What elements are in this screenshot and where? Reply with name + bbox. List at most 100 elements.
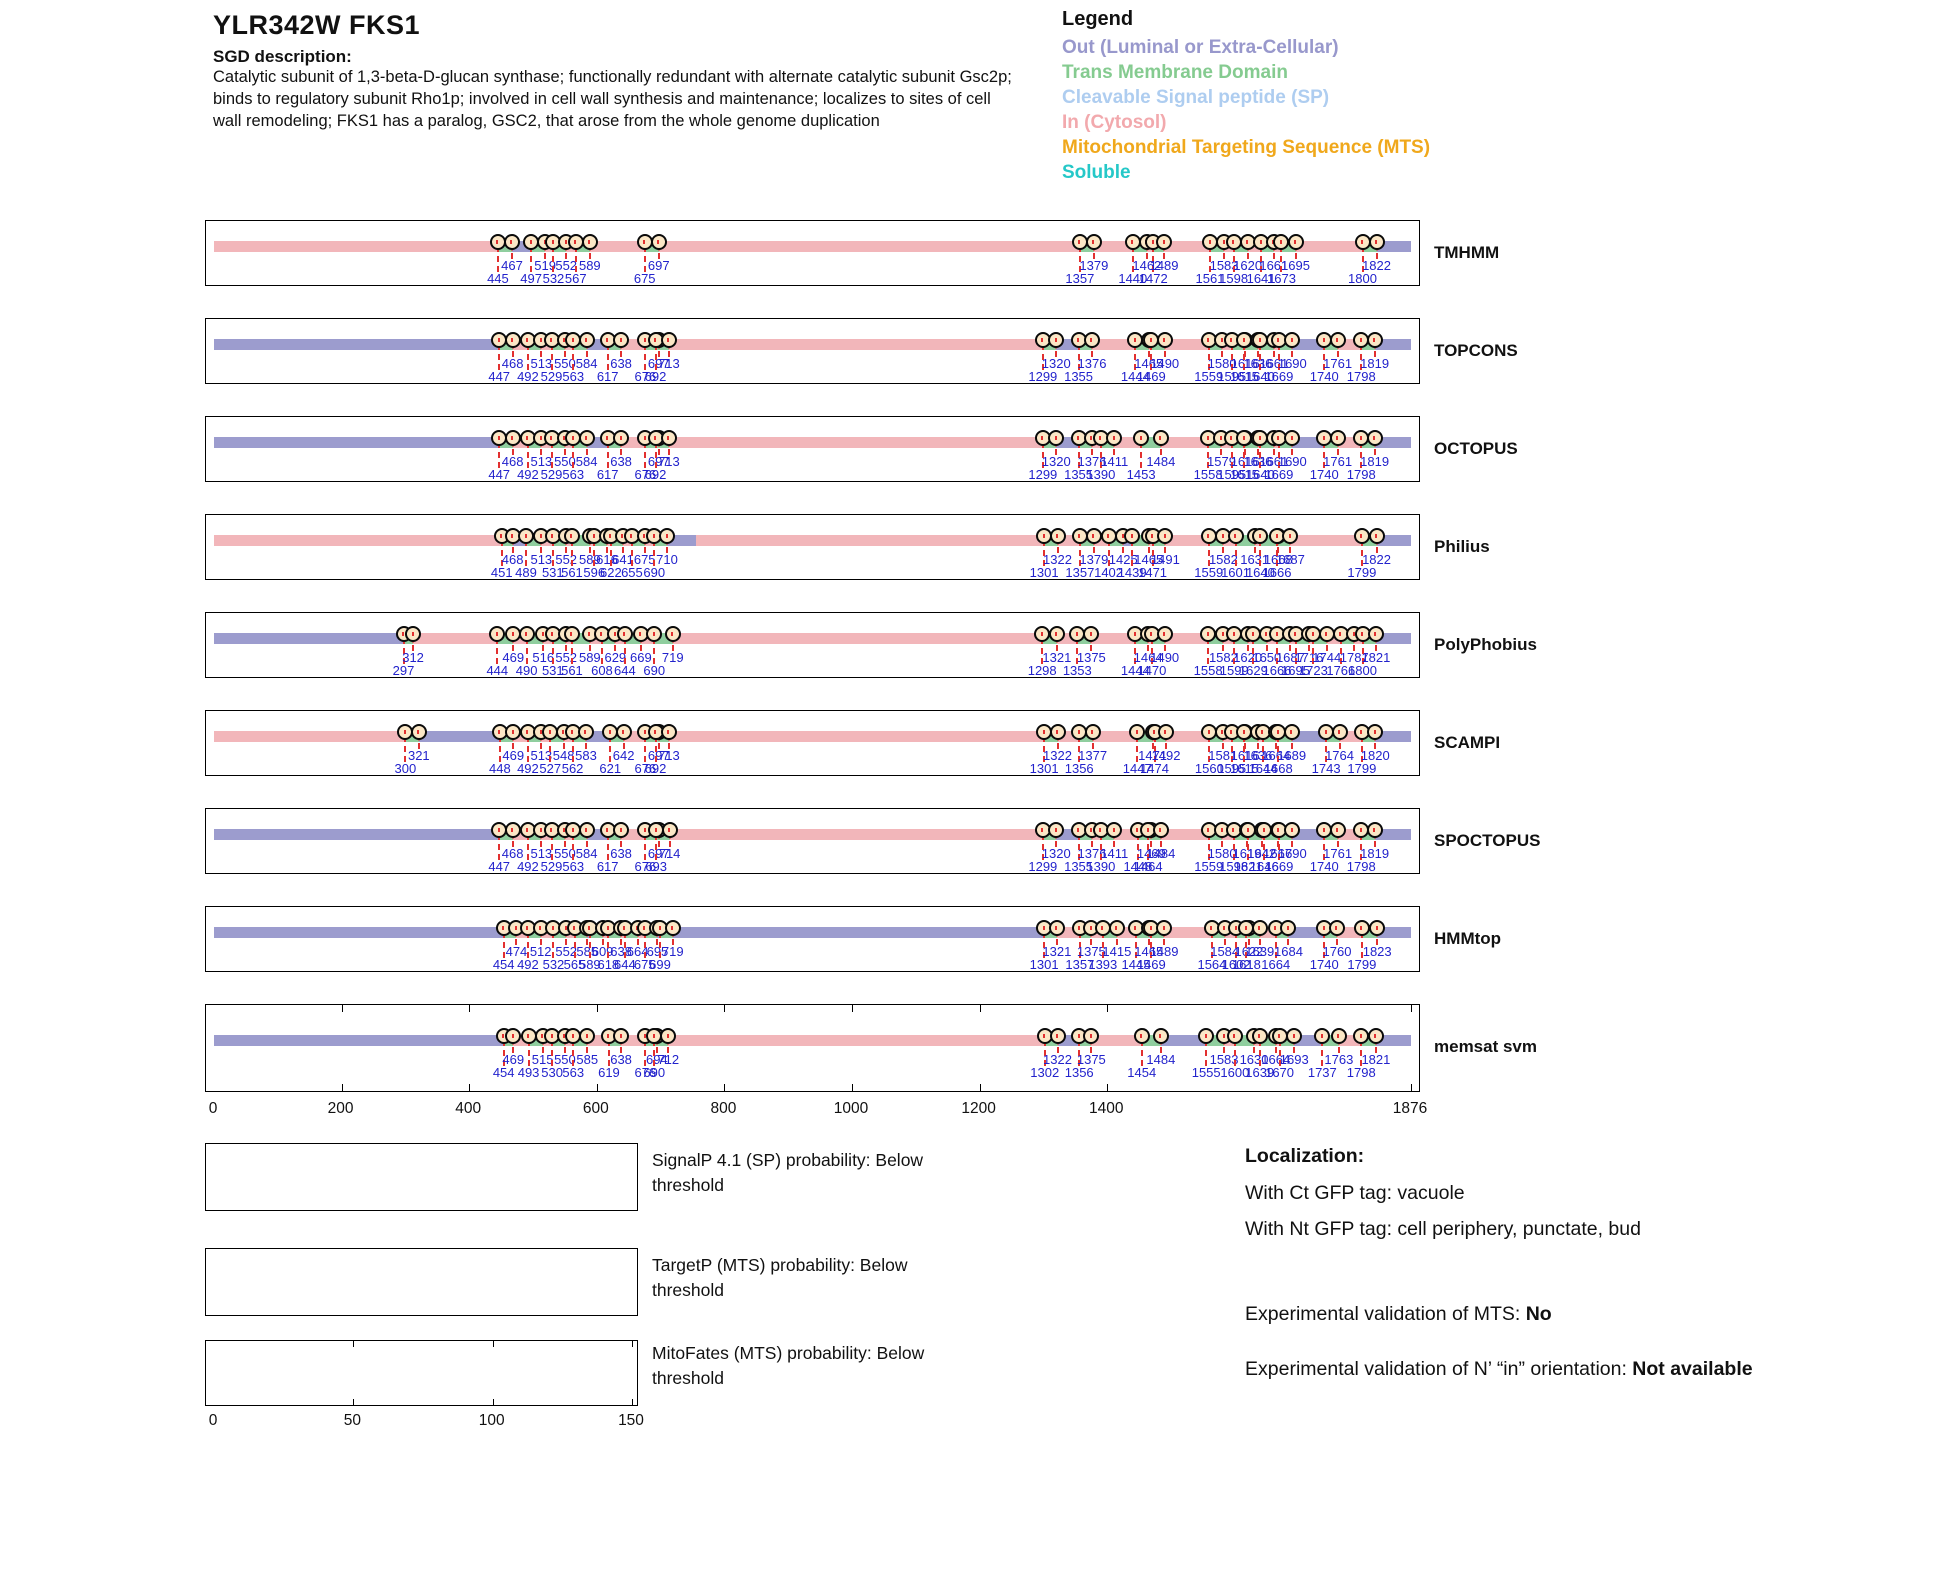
axis-tick-label: 800 [710, 1100, 737, 1117]
tm-boundary-marker [1152, 430, 1169, 446]
out-region [1374, 829, 1411, 840]
tm-boundary-label: 719 [661, 650, 684, 665]
tm-boundary-line [1259, 432, 1262, 468]
ruler-tick-top [596, 1005, 598, 1012]
tm-boundary-marker [581, 920, 598, 936]
tm-boundary-label: 1353 [1062, 663, 1092, 678]
tm-boundary-label: 713 [658, 748, 680, 763]
tm-boundary-line [571, 726, 574, 762]
tm-boundary-label: 712 [657, 1052, 680, 1067]
ruler-tick-bottom [1411, 1084, 1412, 1091]
tm-boundary-marker [1133, 1028, 1150, 1044]
tm-boundary-line [1153, 726, 1156, 762]
tm-boundary-line [643, 236, 646, 272]
tm-boundary-line [623, 628, 626, 664]
tm-boundary-label: 1664 [1261, 1052, 1291, 1067]
tm-boundary-label: 1379 [1079, 258, 1109, 273]
tm-boundary-marker [518, 626, 535, 642]
tm-boundary-label: 1402 [1094, 565, 1124, 580]
out-region [1374, 437, 1411, 448]
tm-boundary-line [502, 922, 505, 958]
tm-boundary-label: 492 [517, 761, 539, 776]
out-region [1294, 1035, 1323, 1046]
tm-boundary-label: 642 [612, 748, 635, 763]
tm-boundary-line [1041, 824, 1044, 860]
tm-boundary-label: 1489 [1149, 258, 1179, 273]
mito-axis-label: 100 [478, 1412, 505, 1429]
tm-boundary-label: 1629 [1238, 663, 1268, 678]
tm-boundary-line [1263, 824, 1266, 860]
tm-boundary-label: 1561 [1195, 271, 1225, 286]
tm-boundary-line [404, 726, 407, 762]
tm-boundary-marker [503, 234, 520, 250]
tm-boundary-label: 1819 [1360, 454, 1390, 469]
localization-ct-gfp: With Ct GFP tag: vacuole [1245, 1182, 1465, 1204]
tm-boundary-label: 1639 [1245, 944, 1275, 959]
tm-boundary-label: 1584 [1210, 944, 1240, 959]
tm-boundary-label: 563 [562, 859, 585, 874]
tm-boundary-label: 1664 [1261, 748, 1291, 763]
tm-boundary-marker [1366, 332, 1383, 348]
tm-boundary-label: 530 [541, 1065, 564, 1080]
tm-boundary-marker [1329, 332, 1346, 348]
tm-boundary-line [572, 432, 575, 468]
tm-boundary-label: 563 [562, 1065, 585, 1080]
tm-boundary-label: 619 [598, 1065, 620, 1080]
tm-boundary-line [1078, 1030, 1081, 1066]
tm-boundary-label: 584 [575, 454, 598, 469]
out-region [586, 437, 608, 448]
tm-boundary-label: 1579 [1207, 454, 1236, 469]
legend-heading: Legend [1062, 8, 1134, 30]
axis-tick-label: 200 [327, 1100, 354, 1117]
tm-boundary-label: 638 [610, 454, 632, 469]
out-region [214, 1035, 504, 1046]
track-name: TOPCONS [1434, 341, 1518, 360]
tm-boundary-marker [1200, 528, 1217, 544]
tm-boundary-label: 497 [520, 271, 542, 286]
tm-boundary-marker [660, 332, 677, 348]
tm-boundary-marker [1083, 332, 1100, 348]
tm-boundary-label: 1377 [1078, 748, 1108, 763]
ruler-tick-top [979, 1005, 981, 1012]
tm-boundary-label: 1661 [1259, 356, 1289, 371]
tm-boundary-line [630, 530, 633, 566]
track-name: PolyPhobius [1434, 635, 1537, 654]
tm-boundary-marker [1280, 920, 1297, 936]
tm-boundary-label: 644 [614, 663, 636, 678]
tm-boundary-label: 1465 [1134, 552, 1164, 567]
tm-boundary-label: 1737 [1307, 1065, 1337, 1080]
tm-boundary-label: 1490 [1150, 650, 1180, 665]
tm-boundary-line [1131, 236, 1134, 272]
tm-boundary-label: 1375 [1076, 650, 1106, 665]
tm-boundary-label: 1598 [1219, 271, 1249, 286]
tm-boundary-label: 467 [501, 258, 523, 273]
tm-boundary-marker [1353, 528, 1370, 544]
tm-boundary-marker [1034, 626, 1051, 642]
tm-boundary-line [1078, 726, 1081, 762]
tm-boundary-marker [1328, 920, 1345, 936]
track-philius: 451 468 489 513 531 552 561 589 596 616 622 641 655 6… [205, 514, 1645, 580]
track-box: 454 474 492 512 532 552 565 585 589 609 618 638 644 6… [205, 906, 1420, 972]
tm-boundary-label: 1425 [1108, 552, 1138, 567]
tm-boundary-line [1077, 824, 1080, 860]
tm-segment [497, 633, 514, 644]
tm-boundary-label: 1743 [1311, 761, 1341, 776]
tm-boundary-marker [664, 626, 681, 642]
tm-boundary-marker [1331, 724, 1348, 740]
tm-boundary-marker [563, 626, 580, 642]
tm-boundary-line [1078, 236, 1081, 272]
tm-boundary-marker [647, 430, 664, 446]
tm-boundary-marker [1048, 822, 1065, 838]
tm-boundary-label: 1821 [1361, 650, 1391, 665]
tm-boundary-line [572, 334, 575, 370]
tm-boundary-label: 669 [630, 650, 652, 665]
tm-boundary-label: 1646 [1249, 859, 1279, 874]
tm-boundary-label: 692 [644, 761, 667, 776]
tm-boundary-marker [1036, 1028, 1053, 1044]
tm-boundary-label: 1464 [1133, 650, 1163, 665]
tm-boundary-marker [1106, 822, 1123, 838]
tm-boundary-label: 1469 [1136, 846, 1166, 861]
tm-boundary-label: 1761 [1323, 356, 1353, 371]
tm-boundary-line [654, 334, 657, 370]
tm-boundary-line [1140, 1030, 1143, 1066]
